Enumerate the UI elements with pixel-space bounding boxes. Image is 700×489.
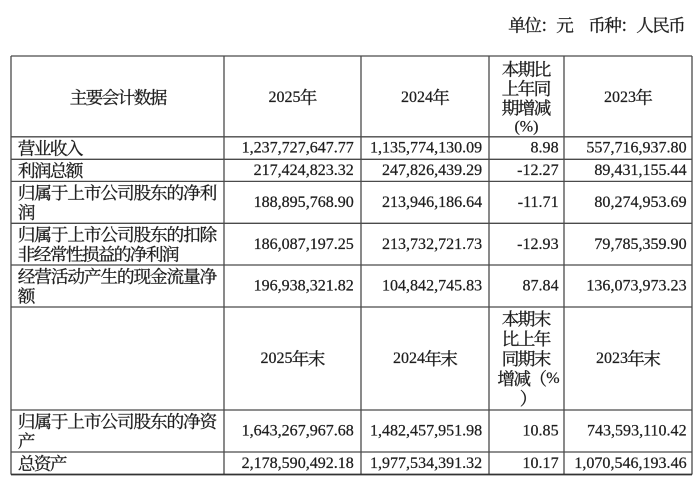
svg-text:217,424,823.32: 217,424,823.32 (254, 162, 354, 179)
svg-text:136,073,973.23: 136,073,973.23 (586, 278, 686, 295)
svg-text:2023: 2023 (596, 350, 628, 367)
svg-text:(%): (%) (514, 119, 538, 136)
svg-text:2024: 2024 (401, 89, 433, 106)
svg-text:10.17: 10.17 (523, 455, 559, 472)
svg-text:1,977,534,391.32: 1,977,534,391.32 (370, 455, 482, 472)
svg-text:8.98: 8.98 (531, 140, 559, 157)
svg-text:79,785,359.90: 79,785,359.90 (594, 236, 686, 253)
svg-text:557,716,937.80: 557,716,937.80 (586, 140, 686, 157)
svg-text:10.85: 10.85 (523, 423, 559, 440)
svg-text:-12.93: -12.93 (517, 236, 558, 253)
svg-text:-12.27: -12.27 (517, 162, 558, 179)
svg-text:1,135,774,130.09: 1,135,774,130.09 (370, 140, 482, 157)
svg-text:1,237,727,647.77: 1,237,727,647.77 (242, 140, 354, 157)
svg-text:1,070,546,193.46: 1,070,546,193.46 (574, 455, 686, 472)
svg-text:89,431,155.44: 89,431,155.44 (594, 162, 686, 179)
svg-text:87.84: 87.84 (523, 278, 559, 295)
svg-text:1,482,457,951.98: 1,482,457,951.98 (370, 423, 482, 440)
svg-text:2025: 2025 (260, 350, 292, 367)
svg-text:2024: 2024 (393, 350, 425, 367)
svg-text:188,895,768.90: 188,895,768.90 (254, 194, 354, 211)
svg-text:213,946,186.64: 213,946,186.64 (382, 194, 482, 211)
svg-text:743,593,110.42: 743,593,110.42 (587, 423, 687, 440)
svg-text:213,732,721.73: 213,732,721.73 (382, 236, 482, 253)
svg-text:2,178,590,492.18: 2,178,590,492.18 (242, 455, 354, 472)
svg-text:-11.71: -11.71 (518, 194, 559, 211)
svg-text:186,087,197.25: 186,087,197.25 (254, 236, 354, 253)
svg-text:2023: 2023 (604, 89, 636, 106)
svg-text:1,643,267,967.68: 1,643,267,967.68 (242, 423, 354, 440)
svg-text:247,826,439.29: 247,826,439.29 (382, 162, 482, 179)
svg-text:104,842,745.83: 104,842,745.83 (382, 278, 482, 295)
svg-text:196,938,321.82: 196,938,321.82 (254, 278, 354, 295)
svg-text:%: % (546, 370, 559, 387)
svg-text:2025: 2025 (268, 89, 300, 106)
svg-text:80,274,953.69: 80,274,953.69 (594, 194, 686, 211)
